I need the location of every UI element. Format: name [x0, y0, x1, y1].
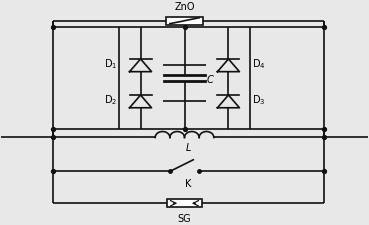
Text: ZnO: ZnO — [174, 2, 195, 12]
Text: D$_3$: D$_3$ — [252, 93, 266, 107]
Text: SG: SG — [178, 213, 191, 223]
Bar — [167, 199, 202, 207]
Text: D$_1$: D$_1$ — [104, 57, 117, 71]
Text: D$_4$: D$_4$ — [252, 57, 266, 71]
Bar — [166, 18, 203, 26]
Text: K: K — [185, 178, 192, 188]
Text: $L$: $L$ — [185, 140, 192, 152]
Text: D$_2$: D$_2$ — [104, 93, 117, 107]
Text: $C$: $C$ — [207, 73, 215, 85]
